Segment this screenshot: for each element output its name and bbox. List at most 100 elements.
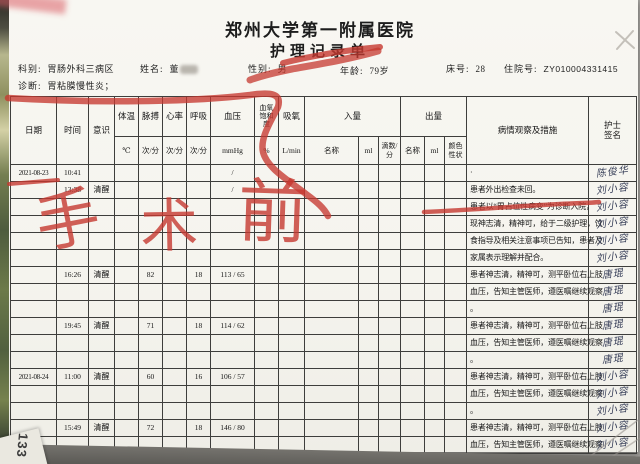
cell-sig: 唐琨	[588, 300, 638, 318]
nurse-signature: 唐琨	[600, 318, 625, 333]
cell-time	[56, 334, 89, 352]
cell-out_ml	[424, 419, 446, 437]
nurse-signature: 陈俊华	[595, 165, 630, 180]
cell-obs: 。	[466, 402, 590, 420]
cell-in_ml	[358, 317, 379, 335]
cell-out_name	[400, 419, 426, 437]
observation-text: 患者神志清，精神可，测平卧位右上肢	[470, 423, 603, 432]
col-pulse: 脉搏	[138, 96, 163, 137]
dept-label: 科别:	[18, 64, 42, 74]
cell-bp: 113 / 65	[210, 266, 255, 284]
cell-in_ml	[358, 215, 379, 233]
cell-sig: 刘小容	[588, 385, 638, 403]
cell-out_ml	[424, 198, 446, 216]
cell-obs: 患者神志清，精神可，测平卧位右上肢	[466, 419, 603, 437]
cell-resp	[186, 351, 211, 369]
cell-out_name	[400, 232, 426, 250]
cell-value: 114 / 62	[220, 321, 245, 331]
cell-obs: 患者神志清，精神可，测平卧位右上肢	[466, 368, 603, 386]
cell-value: 18	[194, 321, 203, 331]
nurse-signature: 刘小容	[595, 437, 630, 452]
sub-color: 颜色性状	[444, 136, 468, 165]
nursing-record-table: 日期 时间 意识 体温 脉搏 心率 呼吸 血压 血氧饱和度 吸氧 入量 出量 病…	[10, 96, 638, 454]
cell-date	[10, 266, 57, 284]
observation-text: 食指导及相关注意事项已告知，患者及	[470, 236, 603, 245]
cell-spo2	[254, 283, 279, 301]
cell-sig: 刘小容	[588, 198, 638, 216]
cell-obs: 患者以“胃占位性病变”为诊断入院，	[466, 198, 594, 216]
cell-consc	[88, 402, 115, 420]
cell-out_ml	[424, 232, 446, 250]
cell-oxy	[278, 385, 305, 403]
cell-value: 2021-08-24	[18, 373, 49, 381]
cell-temp	[114, 164, 139, 182]
cell-out_name	[400, 368, 426, 386]
form-title: 护理记录单	[269, 44, 370, 60]
col-blood-pressure: 血压	[210, 96, 255, 137]
cell-color	[444, 436, 468, 454]
cell-drip	[377, 351, 402, 369]
cell-value: 82	[146, 270, 155, 280]
cell-color	[444, 181, 468, 199]
cell-heart	[162, 266, 187, 284]
cell-resp	[186, 283, 211, 301]
admission-label: 住院号:	[504, 64, 538, 74]
col-time: 时间	[56, 96, 89, 165]
pre-surgery-char: 前	[236, 173, 322, 254]
cell-out_name	[400, 181, 426, 199]
cell-pulse	[138, 351, 163, 369]
cell-pulse	[138, 300, 163, 318]
cell-heart	[162, 385, 187, 403]
cell-color	[444, 368, 468, 386]
observation-text: 血压，告知主管医师，遵医嘱继续观察	[470, 287, 603, 296]
cell-spo2	[254, 385, 279, 403]
cell-oxy	[278, 351, 305, 369]
cell-color	[444, 334, 468, 352]
cell-bp	[210, 283, 255, 301]
cell-obs: ·	[466, 164, 590, 182]
col-respiration: 呼吸	[186, 96, 211, 137]
cell-value: 113 / 65	[220, 270, 245, 280]
cell-pulse	[138, 385, 163, 403]
nurse-signature: 唐琨	[600, 352, 625, 367]
unit-spo2: %	[254, 136, 279, 165]
cell-in_ml	[358, 385, 379, 403]
nurse-signature: 刘小容	[595, 369, 630, 384]
gender-value: 男	[277, 64, 288, 74]
cell-in_name	[304, 283, 359, 301]
cell-time	[56, 351, 89, 369]
cell-obs: 。	[466, 300, 590, 318]
cell-date: 2021-08-24	[10, 368, 57, 386]
cell-color	[444, 164, 468, 182]
cell-value: 106 / 57	[220, 372, 245, 382]
cell-sig: 刘小容	[588, 249, 638, 267]
cell-out_name	[400, 249, 426, 267]
observation-text: 血压，告知主管医师，遵医嘱继续观察	[470, 440, 603, 449]
cell-spo2	[254, 300, 279, 318]
cell-color	[444, 300, 468, 318]
cell-in_ml	[358, 232, 379, 250]
cell-oxy	[278, 300, 305, 318]
observation-text: 。	[470, 355, 478, 364]
cell-oxy	[278, 317, 305, 335]
cell-value: 16:26	[63, 270, 82, 280]
cell-out_name	[400, 317, 426, 335]
cell-time: 11:00	[56, 368, 89, 386]
cell-date: 2021-08-23	[10, 164, 57, 182]
col-intake-group: 入量	[303, 96, 402, 137]
cell-in_ml	[358, 198, 379, 216]
cell-pulse	[138, 283, 163, 301]
nurse-signature: 唐琨	[600, 335, 625, 350]
cell-in_ml	[358, 334, 379, 352]
cell-date	[10, 385, 57, 403]
cell-date	[10, 283, 57, 301]
age-value: 79岁	[369, 66, 390, 76]
record-row: 。 刘小容	[10, 402, 638, 420]
cell-value: 2021-08-23	[18, 169, 49, 177]
cell-oxy	[278, 419, 305, 437]
cell-value: 15:49	[63, 423, 82, 433]
dept-value: 胃肠外科三病区	[47, 64, 115, 74]
cell-pulse	[138, 334, 163, 352]
cell-sig: 刘小容	[588, 215, 638, 233]
cell-sig: 刘小容	[588, 368, 638, 386]
